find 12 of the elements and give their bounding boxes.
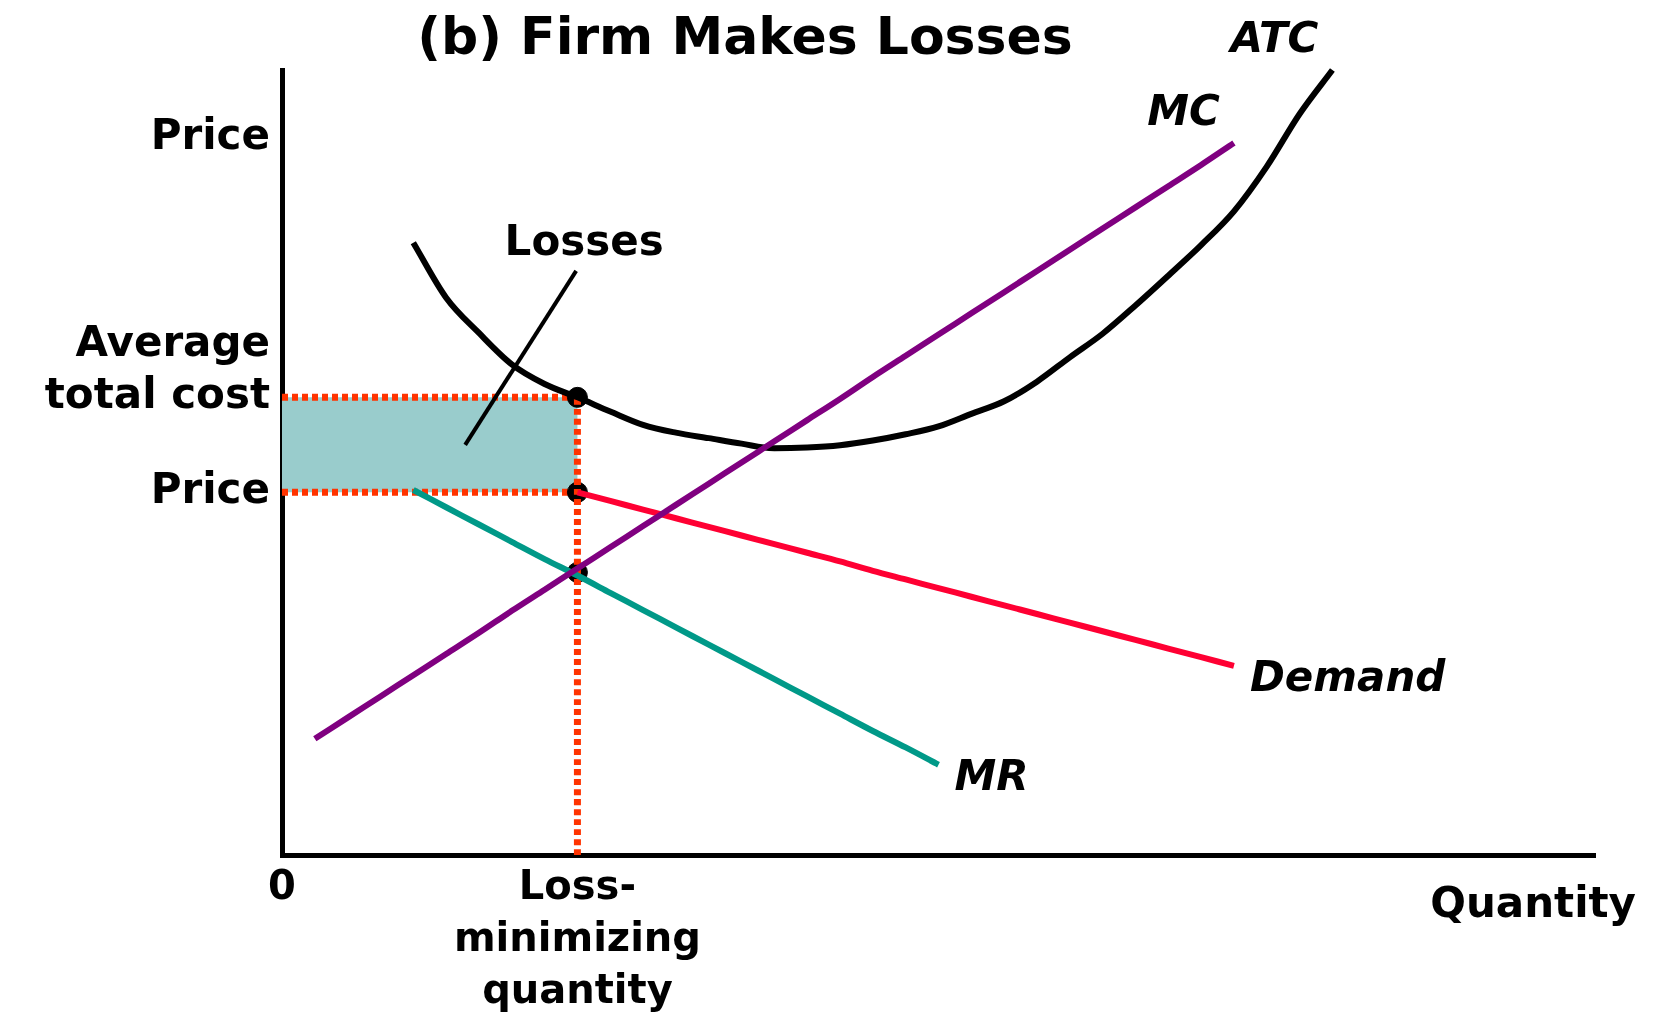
x-axis-title: Quantity <box>1430 877 1636 927</box>
ref-line-label: Average total cost <box>44 317 270 419</box>
x-tick-label: 0 <box>268 862 296 909</box>
band-label: Losses <box>504 215 664 265</box>
y-axis-title: Price <box>150 109 270 159</box>
ref-line-label: Price <box>150 464 270 514</box>
x-tick-label: Loss-minimizing quantity <box>453 862 701 1013</box>
series-label: Demand <box>1249 651 1447 701</box>
series-label: MR <box>954 750 1029 800</box>
series-label: MC <box>1147 85 1221 135</box>
chart-title: (b) Firm Makes Losses <box>417 5 1073 66</box>
series-label: ATC <box>1227 12 1319 62</box>
